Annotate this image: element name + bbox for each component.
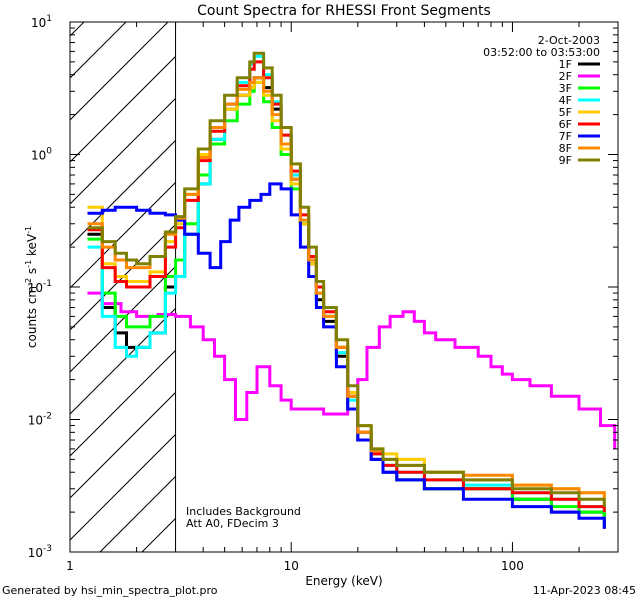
series-6f-line: [87, 60, 606, 513]
axis-ticks: [69, 22, 619, 553]
hatch-line: [352, 0, 640, 552]
series-9f-line: [87, 51, 606, 507]
y-tick-label: 100: [31, 147, 52, 163]
chart-title: Count Spectra for RHESSI Front Segments: [197, 3, 491, 19]
hatch-line: [70, 22, 85, 37]
attenuator-hatch-region: [0, 0, 640, 552]
y-tick-labels: 10-3 10-2 10-1 100 101: [28, 14, 53, 560]
legend-label-9f: 9F: [559, 154, 572, 167]
x-tick-labels: 1 10 100: [66, 559, 524, 573]
hatch-line: [70, 22, 169, 121]
background-annotation: Includes Background: [186, 505, 301, 518]
hatch-line: [310, 0, 640, 552]
hatch-line: [70, 223, 176, 331]
legend-label-6f: 6F: [559, 118, 572, 131]
y-tick-label: 10-1: [28, 279, 52, 295]
x-axis-label: Energy (keV): [305, 574, 382, 588]
y-axis-label: counts cm-2 s-1 keV-1: [24, 226, 39, 348]
hatch-line: [70, 22, 127, 79]
legend-label-1f: 1F: [559, 58, 572, 71]
generated-by-label: Generated by hsi_min_spectra_plot.pro: [2, 584, 218, 597]
hatch-line: [70, 391, 176, 499]
x-tick-label: 100: [501, 559, 524, 573]
date-label: 2-Oct-2003: [538, 34, 600, 47]
legend-label-2f: 2F: [559, 70, 572, 83]
legend-label-5f: 5F: [559, 106, 572, 119]
hatch-line: [226, 0, 640, 552]
hatch-line: [268, 0, 640, 552]
hatch-line: [0, 0, 112, 552]
hatch-line: [70, 181, 176, 289]
series-7f-line: [87, 182, 606, 529]
y-tick-label: 10-3: [28, 544, 52, 560]
legend-label-3f: 3F: [559, 82, 572, 95]
series-layer: [87, 51, 617, 529]
legend-label-7f: 7F: [559, 130, 572, 143]
y-tick-label: 10-2: [28, 412, 52, 428]
y-tick-label: 101: [31, 14, 52, 30]
hatch-line: [520, 0, 640, 552]
legend-label-4f: 4F: [559, 94, 572, 107]
hatch-line: [604, 0, 640, 552]
plot-frame: [69, 21, 619, 553]
x-tick-label: 1: [66, 559, 74, 573]
timestamp-label: 11-Apr-2023 08:45: [533, 584, 636, 597]
hatch-line: [562, 0, 640, 552]
attenuator-annotation: Att A0, FDecim 3: [186, 517, 279, 530]
x-tick-label: 10: [284, 559, 299, 573]
series-5f-line: [87, 80, 606, 500]
hatch-line: [70, 433, 176, 541]
hatch-line: [70, 349, 176, 457]
hatch-line: [394, 0, 640, 552]
hatch-line: [436, 0, 640, 552]
legend-label-8f: 8F: [559, 142, 572, 155]
time-range-label: 03:52:00 to 03:53:00: [483, 46, 600, 59]
hatch-line: [70, 307, 176, 415]
